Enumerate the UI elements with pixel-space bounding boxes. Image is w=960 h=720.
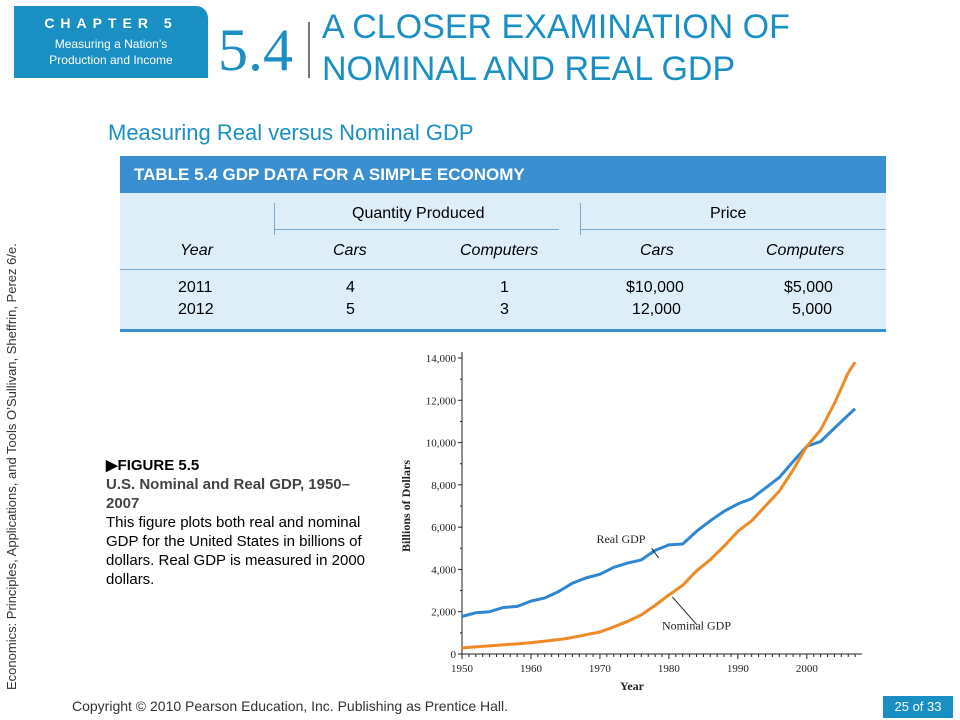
group-header-quantity: Quantity Produced [352,205,485,222]
gdp-line-chart: 0 2,000 4,000 6,000 8,000 10,000 12,000 14,000 1… [399,352,862,693]
series-line-nominal-gdp [461,361,857,650]
table-rule [120,269,886,270]
copyright-notice: Copyright © 2010 Pearson Education, Inc.… [72,698,509,714]
table-title: TABLE 5.4 GDP DATA FOR A SIMPLE ECONOMY [120,156,886,193]
section-divider [308,22,310,78]
table-cell: $10,000 [626,279,684,296]
table-cell: 4 [346,279,355,296]
y-axis-label: Billions of Dollars [399,460,413,552]
series-label-nominal-gdp: Nominal GDP [662,619,731,633]
column-header-computers: Computers [460,242,539,259]
figure-title: U.S. Nominal and Real GDP, 1950–2007 [106,476,350,512]
chapter-tab: CHAPTER 5 Measuring a Nation’s Productio… [14,6,208,78]
x-tick-label: 2000 [796,663,819,675]
figure-description: This figure plots both real and nominal … [106,514,366,588]
leader-line-nominal-gdp [671,596,697,625]
column-header-computers-price: Computers [766,242,845,259]
section-number: 5.4 [218,17,293,83]
column-header-year: Year [180,242,213,259]
x-tick-label: 1960 [520,663,543,675]
section-title-line: A CLOSER EXAMINATION OF [322,8,790,46]
x-tick-label: 1950 [451,663,474,675]
x-tick-label: 1970 [589,663,612,675]
column-header-cars: Cars [333,242,367,259]
table-cell: $5,000 [784,279,833,296]
y-tick-label: 14,000 [426,353,457,365]
y-tick-label: 6,000 [431,522,456,534]
section-title-line: NOMINAL AND REAL GDP [322,50,736,88]
table-cell: 1 [500,279,509,296]
figure-caption: ▶FIGURE 5.5 U.S. Nominal and Real GDP, 1… [106,456,368,589]
chapter-subtitle-line: Production and Income [49,53,173,67]
x-axis-label: Year [620,679,645,693]
group-header-price: Price [710,205,747,222]
section-title: A CLOSER EXAMINATION OF NOMINAL AND REAL… [322,6,942,90]
slide-subtitle: Measuring Real versus Nominal GDP [108,120,474,145]
table-cell: 2012 [178,301,214,318]
figure-number: ▶FIGURE 5.5 [106,457,200,474]
table-cell: 5,000 [792,301,833,318]
leader-line-real-gdp [651,547,659,559]
table-cell: 5 [346,301,355,318]
table-cell: 3 [500,301,509,318]
y-tick-label: 10,000 [426,438,457,450]
table-divider [274,203,275,235]
x-tick-label: 1980 [658,663,681,675]
table-divider [580,203,581,235]
y-tick-label: 0 [451,649,457,661]
table-cell: 2011 [178,279,213,296]
table-rule [580,229,886,230]
book-credit: Economics: Principles, Applications, and… [4,243,19,690]
series-line-real-gdp [461,407,857,618]
table-cell: 12,000 [632,301,681,318]
chapter-label: CHAPTER 5 [44,15,178,31]
column-header-cars-price: Cars [640,242,674,259]
series-label-real-gdp: Real GDP [596,532,645,546]
x-tick-label: 1990 [727,663,750,675]
chapter-subtitle-line: Measuring a Nation’s [54,37,168,51]
y-tick-label: 12,000 [426,395,457,407]
table-rule [274,229,559,230]
y-tick-label: 8,000 [431,480,456,492]
page-indicator: 25 of 33 [883,696,953,718]
gdp-data-table: TABLE 5.4 GDP DATA FOR A SIMPLE ECONOMY … [120,156,886,332]
y-tick-label: 4,000 [431,564,456,576]
y-tick-label: 2,000 [431,607,456,619]
chapter-subtitle: Measuring a Nation’s Production and Inco… [14,36,208,68]
